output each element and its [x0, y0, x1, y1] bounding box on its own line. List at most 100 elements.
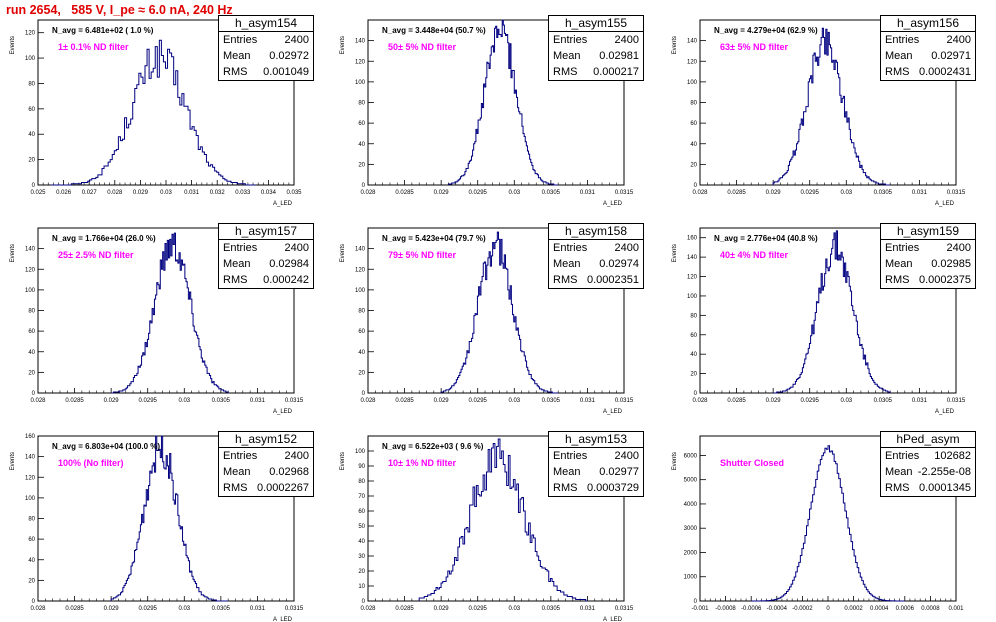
y-tick-label: 20	[28, 370, 35, 376]
x-tick-label: 0.03	[508, 606, 520, 612]
x-tick-label: 0.029	[434, 398, 450, 404]
x-tick-label: 0	[826, 606, 830, 612]
stats-entries: Entries 2400	[219, 448, 313, 464]
x-tick-label: 0.0305	[874, 398, 893, 404]
filter-label: 63± 5% ND filter	[720, 42, 788, 52]
x-tick-label: 0.035	[286, 190, 302, 196]
stats-entries: Entries 2400	[219, 32, 313, 48]
y-tick-label: 0	[362, 599, 366, 605]
mean-label: Mean	[553, 50, 581, 62]
stats-mean: Mean -2.255e-08	[881, 464, 975, 480]
stats-mean: Mean 0.02974	[549, 256, 643, 272]
histogram-name: h_asym158	[549, 224, 643, 240]
entries-label: Entries	[223, 450, 258, 462]
x-tick-label: 0.0295	[139, 398, 158, 404]
rms-value: 0.0002375	[919, 274, 971, 286]
y-tick-label: 100	[355, 449, 366, 455]
rms-value: 0.0002431	[919, 66, 971, 78]
x-tick-label: 0.0315	[615, 190, 634, 196]
mean-label: Mean	[223, 258, 251, 270]
entries-value: 2400	[614, 242, 639, 254]
x-tick-label: 0.0285	[727, 190, 746, 196]
y-tick-label: 60	[28, 107, 35, 113]
y-tick-label: 20	[690, 162, 697, 168]
x-tick-label: 0.0285	[727, 398, 746, 404]
x-tick-label: 0.03	[178, 606, 190, 612]
plot-frame	[367, 435, 625, 602]
x-tick-label: 0.0315	[285, 606, 304, 612]
stats-mean: Mean 0.02981	[549, 48, 643, 64]
x-axis-title: A_LED	[603, 409, 623, 415]
rms-value: 0.0003729	[587, 482, 639, 494]
x-tick-label: 0.0002	[844, 606, 863, 612]
stats-entries: Entries 2400	[549, 32, 643, 48]
mean-value: 0.02971	[931, 50, 971, 62]
x-tick-label: -0.001	[691, 606, 709, 612]
stats-rms: RMS 0.000242	[219, 272, 313, 288]
filter-label: Shutter Closed	[720, 458, 784, 468]
x-tick-label: 0.0305	[542, 606, 561, 612]
entries-label: Entries	[885, 242, 920, 254]
y-axis-title: Events	[672, 452, 678, 470]
x-tick-label: 0.0305	[212, 606, 231, 612]
x-tick-label: 0.028	[107, 190, 123, 196]
x-tick-label: -0.0002	[792, 606, 813, 612]
x-tick-label: 0.033	[235, 190, 251, 196]
stats-box: h_asym156 Entries 2400 Mean 0.02971 RMS 0.0…	[880, 15, 976, 81]
rms-label: RMS	[223, 482, 248, 494]
y-tick-label: 140	[687, 39, 698, 45]
entries-value: 2400	[284, 34, 309, 46]
y-tick-label: 140	[687, 255, 698, 261]
filter-label: 40± 4% ND filter	[720, 250, 788, 260]
mean-value: 0.02985	[931, 258, 971, 270]
histogram-name: h_asym155	[549, 16, 643, 32]
histogram-panel: 0.028 0.0285 0.029 0.0295 0.03 0.0305 0.031 0.0…	[672, 19, 966, 207]
mean-value: 0.02968	[269, 466, 309, 478]
mean-label: Mean	[553, 258, 581, 270]
navg-label: N_avg = 6.522e+03 ( 9.6 %)	[382, 442, 484, 451]
x-tick-label: 0.029	[434, 190, 450, 196]
y-tick-label: 0	[694, 183, 698, 189]
rms-value: 0.001049	[263, 66, 309, 78]
x-tick-label: 0.03	[840, 190, 852, 196]
y-tick-label: 160	[25, 434, 36, 440]
x-tick-label: 0.0305	[542, 398, 561, 404]
x-tick-label: 0.03	[160, 190, 172, 196]
stats-mean: Mean 0.02984	[219, 256, 313, 272]
entries-value: 102682	[934, 450, 971, 462]
y-tick-label: 0	[32, 599, 36, 605]
entries-label: Entries	[885, 450, 920, 462]
histogram-panel: 0.025 0.026 0.027 0.028 0.029 0.03 0.031 0.032 0…	[10, 19, 302, 207]
y-tick-label: 140	[355, 247, 366, 253]
x-tick-label: 0.028	[360, 190, 376, 196]
navg-label: N_avg = 6.803e+04 (100.0 %)	[52, 442, 160, 451]
stats-entries: Entries 102682	[881, 448, 975, 464]
x-tick-label: 0.031	[250, 606, 266, 612]
mean-label: Mean	[885, 466, 913, 478]
x-axis-title: A_LED	[273, 201, 293, 207]
stats-entries: Entries 2400	[881, 240, 975, 256]
rms-label: RMS	[553, 274, 578, 286]
y-tick-label: 60	[690, 333, 697, 339]
x-axis-title: A_LED	[603, 617, 623, 622]
y-tick-label: 80	[690, 313, 697, 319]
y-tick-label: 120	[687, 59, 698, 65]
histogram-panel: 0.028 0.0285 0.029 0.0295 0.03 0.0305 0.031 0.0…	[340, 19, 634, 207]
histogram-name: h_asym153	[549, 432, 643, 448]
navg-label: N_avg = 2.776e+04 (40.8 %)	[714, 234, 818, 243]
x-tick-label: 0.032	[210, 190, 226, 196]
histogram-panel: 0.028 0.0285 0.029 0.0295 0.03 0.0305 0.031 0.0…	[340, 435, 634, 622]
x-tick-label: 0.029	[104, 606, 120, 612]
y-tick-label: 70	[358, 494, 365, 500]
entries-label: Entries	[553, 34, 588, 46]
x-axis-title: A_LED	[935, 201, 955, 207]
stats-box: h_asym159 Entries 2400 Mean 0.02985 RMS 0.0…	[880, 223, 976, 289]
stats-entries: Entries 2400	[549, 240, 643, 256]
x-axis-title: A_LED	[935, 409, 955, 415]
entries-value: 2400	[946, 34, 971, 46]
x-axis-title: A_LED	[603, 201, 623, 207]
histogram-name: hPed_asym	[881, 432, 975, 448]
histogram-name: h_asym154	[219, 16, 313, 32]
histogram-panel: -0.001 -0.0008 -0.0006 -0.0004 -0.0002 0 0.000…	[672, 435, 964, 612]
stats-box: h_asym154 Entries 2400 Mean 0.02972 RMS 0.0…	[218, 15, 314, 81]
